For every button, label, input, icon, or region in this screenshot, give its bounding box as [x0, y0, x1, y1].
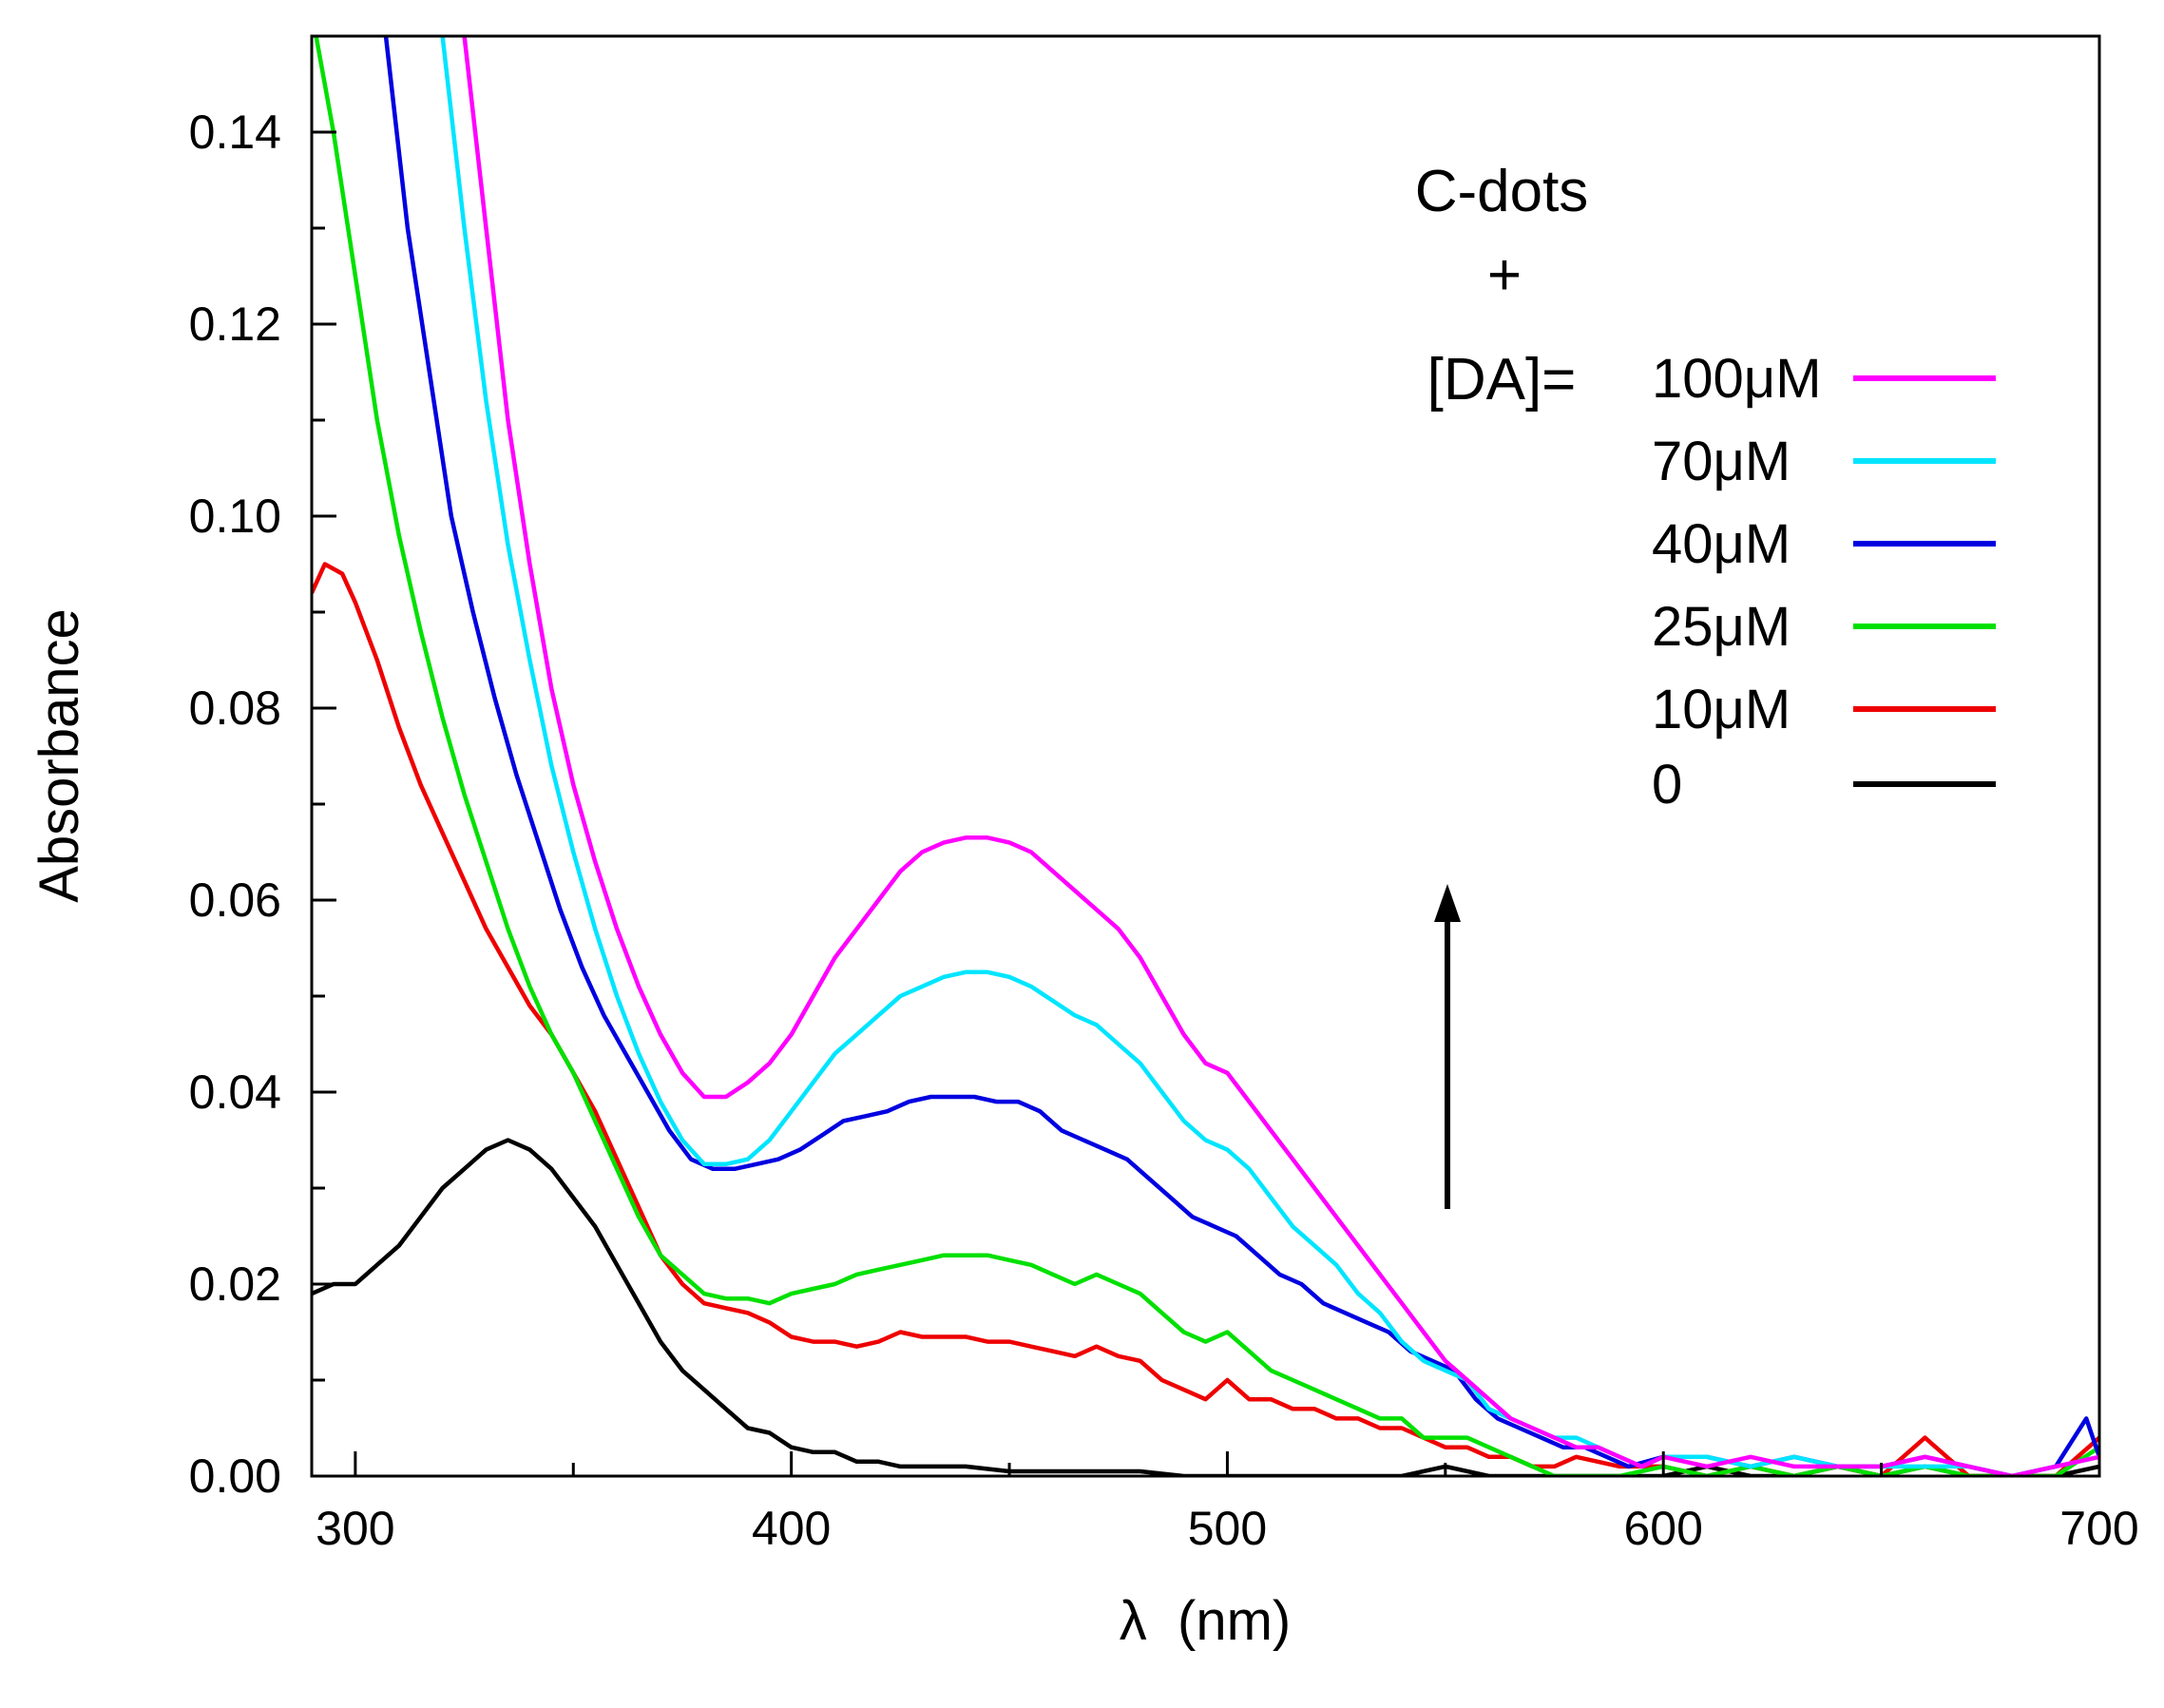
legend-label-3: 25μM — [1652, 596, 1791, 658]
y-tick-label: 0.14 — [189, 106, 281, 159]
legend-label-4: 10μM — [1652, 679, 1791, 740]
plot-frame — [310, 34, 2101, 1478]
series-line-5 — [312, 1138, 2099, 1476]
x-tick-label: 300 — [316, 1502, 394, 1555]
x-axis-title: λ (nm) — [1120, 1590, 1291, 1652]
x-tick-label: 400 — [752, 1502, 831, 1555]
series-line-2 — [383, 36, 2099, 1476]
legend-entries: 100μM 70μM 40μM 25μM 10μM 0 — [1652, 348, 1996, 816]
ticks-group — [312, 34, 2101, 1478]
series-line-3 — [314, 36, 2099, 1476]
y-tick-label: 0.04 — [189, 1065, 281, 1119]
legend-label-2: 40μM — [1652, 513, 1791, 575]
x-tick-label: 600 — [1624, 1502, 1703, 1555]
x-tick-label: 700 — [2059, 1502, 2138, 1555]
legend-heading-line-1: C-dots — [1415, 159, 1589, 224]
y-tick-label: 0.06 — [189, 873, 281, 927]
y-axis-title: Absorbance — [29, 608, 90, 903]
series-group — [312, 36, 2099, 1476]
legend-label-1: 70μM — [1652, 431, 1791, 492]
legend-heading-line-2: + — [1487, 242, 1522, 308]
y-tick-label: 0.08 — [189, 681, 281, 735]
legend: C-dots + [DA]= 100μM 70μM 40μM 25μM 10μM 0 — [1415, 159, 1996, 816]
increase-arrow — [1434, 884, 1461, 1209]
y-tick-label: 0.10 — [189, 489, 281, 543]
y-tick-label: 0.00 — [189, 1449, 281, 1503]
x-tick-label: 500 — [1188, 1502, 1267, 1555]
arrow-head-icon — [1434, 884, 1461, 922]
legend-label-5: 0 — [1652, 754, 1682, 816]
legend-label-0: 100μM — [1652, 348, 1822, 410]
y-tick-label: 0.02 — [189, 1257, 281, 1311]
y-tick-label: 0.12 — [189, 297, 281, 351]
series-line-0 — [462, 36, 2099, 1476]
legend-heading-line-3: [DA]= — [1427, 347, 1577, 413]
tick-labels-group: 300 400 500 600 700 0.00 0.02 0.04 0.06 0.08 0.10 0… — [189, 106, 2139, 1555]
